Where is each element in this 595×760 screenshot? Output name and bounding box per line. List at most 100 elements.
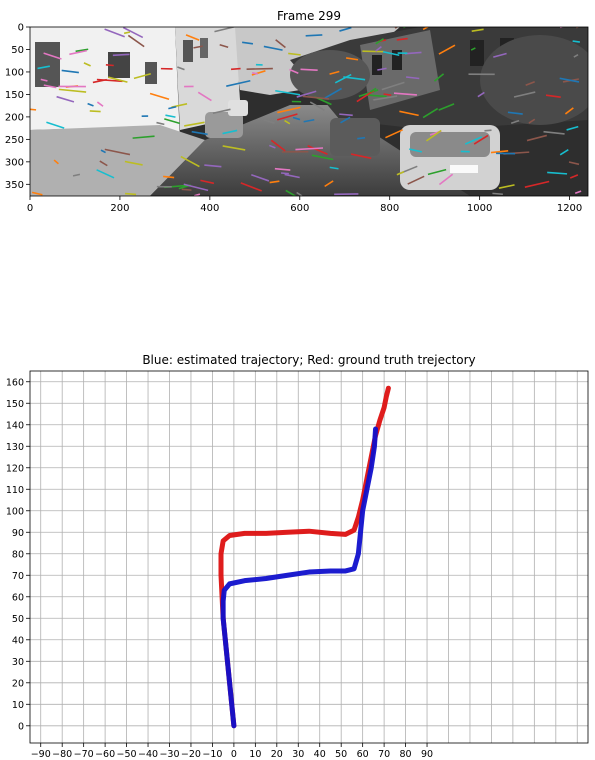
feature-track (263, 119, 275, 124)
feature-track (183, 183, 209, 192)
feature-track (96, 169, 115, 179)
image-y-tick-label: 150 (5, 90, 24, 101)
feature-track (222, 129, 238, 135)
feature-track (498, 184, 515, 189)
image-x-tick-label: 1000 (467, 203, 492, 214)
feature-track (96, 101, 104, 107)
feature-track (197, 91, 212, 102)
feature-track (574, 190, 582, 194)
feature-track (393, 92, 418, 96)
feature-track (280, 172, 289, 175)
feature-track (566, 125, 579, 131)
plot-y-tick-label: 40 (12, 635, 24, 646)
feature-track (307, 145, 328, 156)
feature-track (99, 160, 108, 167)
feature-track (477, 91, 485, 98)
plot-y-tick-label: 10 (12, 700, 24, 711)
feature-track (105, 64, 114, 67)
feature-track (375, 38, 384, 45)
feature-track (193, 45, 203, 49)
image-y-tick-label: 50 (11, 45, 24, 56)
feature-track (180, 155, 200, 168)
plot-area (30, 371, 588, 743)
feature-track (112, 53, 130, 57)
feature-track (559, 77, 580, 83)
feature-track (383, 93, 392, 96)
plot-y-tick-label: 140 (6, 420, 24, 431)
feature-track (200, 179, 215, 185)
feature-track (525, 81, 535, 86)
feature-track (251, 70, 266, 76)
feature-track (296, 191, 303, 196)
feature-track (268, 144, 276, 149)
plot-y-tick-label: 130 (6, 442, 24, 453)
feature-track (490, 149, 509, 154)
feature-track (422, 107, 439, 119)
feature-track (43, 52, 62, 60)
plot-x-tick-label: 30 (292, 749, 304, 760)
frame-title: Frame 299 (277, 9, 341, 23)
plot-y-tick-label: 0 (18, 721, 24, 732)
feature-track (274, 167, 291, 171)
feature-track (366, 94, 387, 98)
plot-x-tick-label: 20 (271, 749, 283, 760)
feature-track (406, 76, 420, 80)
feature-track (564, 107, 574, 115)
feature-track (572, 40, 580, 43)
feature-track (251, 174, 270, 182)
feature-track (163, 175, 175, 179)
feature-track (242, 41, 254, 45)
feature-track (329, 166, 339, 170)
feature-track (438, 44, 456, 55)
feature-track (214, 27, 235, 33)
feature-track (324, 87, 342, 99)
feature-track (302, 95, 330, 100)
feature-track (385, 129, 404, 139)
feature-track (87, 102, 94, 107)
feature-track (559, 149, 569, 156)
plot-y-tick-label: 90 (12, 528, 24, 539)
feature-track (204, 164, 222, 168)
plot-x-tick-label: 60 (357, 749, 369, 760)
feature-track (156, 121, 165, 126)
trajectory-title: Blue: estimated trajectory; Red: ground … (142, 353, 475, 367)
image-x-tick-label: 1200 (557, 203, 582, 214)
plot-x-tick-label: −40 (138, 749, 158, 760)
plot-y-tick-label: 100 (6, 506, 24, 517)
plot-x-tick-label: −50 (117, 749, 137, 760)
feature-track (471, 28, 484, 32)
feature-track (277, 106, 301, 114)
feature-track (569, 174, 579, 179)
feature-track (324, 180, 334, 188)
feature-track (181, 188, 192, 191)
feature-track (339, 113, 353, 117)
feature-track (177, 66, 185, 71)
feature-track (381, 81, 405, 91)
plot-x-axis: −90 −80 −70 −60 −50 −40 −30 −20 −10 0 10 20 30 40 50 60… (31, 743, 433, 760)
camera-frame-subplot: Frame 299 (5, 9, 589, 214)
feature-track (165, 114, 176, 118)
feature-track (222, 145, 246, 151)
feature-track (263, 45, 283, 51)
image-x-tick-label: 800 (380, 203, 399, 214)
feature-track (407, 175, 425, 185)
feature-track (492, 192, 503, 196)
feature-track (285, 189, 296, 196)
feature-track (543, 130, 565, 135)
image-x-tick-label: 600 (290, 203, 309, 214)
feature-track (493, 52, 507, 58)
image-y-tick-label: 200 (5, 112, 24, 123)
feature-track (370, 87, 377, 93)
feature-track (108, 76, 128, 83)
image-y-axis: 0 50 100 150 200 250 300 350 (5, 23, 30, 191)
image-y-tick-label: 0 (18, 23, 24, 34)
feature-track (399, 110, 419, 117)
plot-x-tick-label: −80 (52, 749, 72, 760)
plot-x-tick-label: 70 (378, 749, 390, 760)
feature-track (375, 45, 382, 52)
feature-track (303, 118, 315, 123)
feature-track (46, 121, 65, 129)
feature-track (334, 73, 352, 84)
feature-track (300, 68, 318, 71)
feature-track (396, 170, 405, 176)
